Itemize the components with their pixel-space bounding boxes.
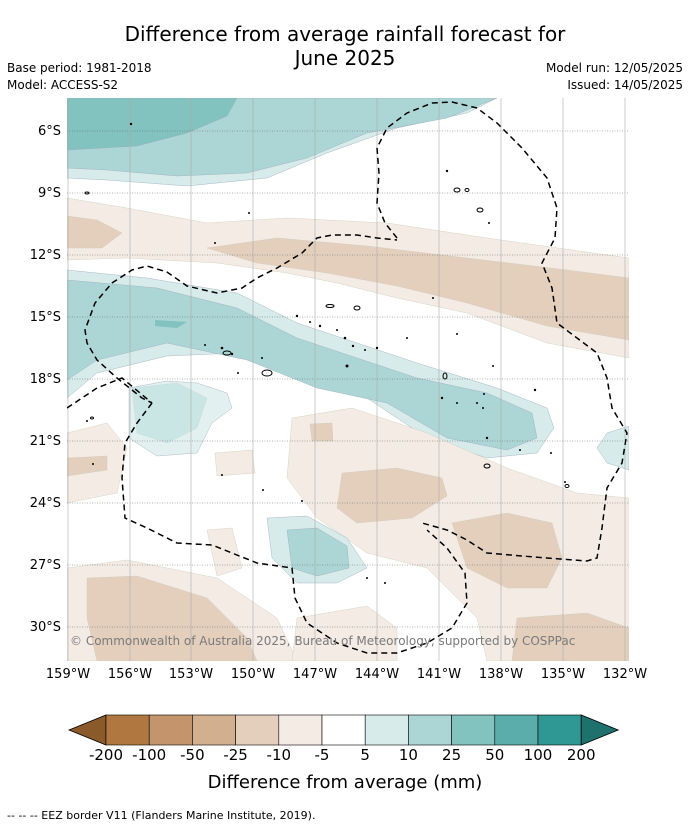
dry-band-north-light [67, 197, 629, 359]
colorbar-cell [537, 714, 582, 746]
colorbar-cell [192, 714, 236, 746]
colorbar-cell [278, 714, 323, 746]
dry-patch-south [291, 605, 398, 661]
rainfall-anomaly-map [67, 98, 629, 661]
colorbar-cell [321, 714, 366, 746]
colorbar-extend-low [67, 714, 107, 746]
dry-patch-northwest [67, 215, 123, 249]
wet-patch-east [596, 425, 629, 471]
lat-label-12s: 12°S [29, 248, 61, 263]
dry-patch-south-central [336, 467, 448, 524]
colorbar-cell [364, 714, 409, 746]
title-line-1: Difference from average rainfall forecas… [124, 22, 566, 46]
colorbar-tick-label: -5 [314, 746, 330, 764]
meta-right: Model run: 12/05/2025 Issued: 14/05/2025 [546, 60, 683, 94]
lon-label-141w: 141°W [416, 667, 462, 682]
lat-label-9s: 9°S [37, 186, 61, 201]
lon-label-135w: 135°W [540, 667, 586, 682]
copyright-notice: © Commonwealth of Australia 2025, Bureau… [70, 634, 576, 648]
colorbar-cell [105, 714, 150, 746]
colorbar-tick-label: 5 [360, 746, 370, 764]
colorbar-tick-label: -100 [132, 746, 167, 764]
lat-label-30s: 30°S [29, 620, 61, 635]
colorbar-cell [235, 714, 280, 746]
colorbar-tick-label: 200 [566, 746, 596, 764]
islands [84, 187, 570, 488]
lat-gridlines [67, 130, 629, 628]
colorbar-tick-label: -10 [266, 746, 292, 764]
lat-label-21s: 21°S [29, 434, 61, 449]
dry-patch-small-3 [309, 422, 334, 442]
lon-label-147w: 147°W [292, 667, 338, 682]
colorbar-extend-high [580, 714, 620, 746]
lat-label-18s: 18°S [29, 372, 61, 387]
model-name: Model: ACCESS-S2 [7, 78, 119, 92]
lat-label-15s: 15°S [29, 310, 61, 325]
dry-patch-small [214, 449, 256, 477]
base-period: Base period: 1981-2018 [7, 61, 152, 75]
colorbar-tick-label: 10 [398, 746, 418, 764]
colorbar [67, 714, 620, 746]
eez-border-north [376, 101, 628, 562]
dry-patch-west-mid [67, 455, 108, 477]
eez-footnote: -- -- -- EEZ border V11 (Flanders Marine… [7, 809, 316, 822]
colorbar-cell [408, 714, 452, 746]
dry-band-north-mid [206, 237, 629, 341]
colorbar-tick-label: -25 [223, 746, 248, 764]
dry-patch-small-2 [206, 527, 243, 577]
lon-label-159w: 159°W [45, 667, 91, 682]
lon-label-132w: 132°W [602, 667, 648, 682]
lon-gridlines [67, 98, 626, 661]
lat-label-6s: 6°S [37, 124, 61, 139]
lon-label-144w: 144°W [354, 667, 400, 682]
map-panel [67, 98, 629, 661]
colorbar-tick-label: 25 [442, 746, 462, 764]
wet-streak [155, 320, 187, 328]
wet-patch-west-light [128, 380, 233, 457]
issued-date: Issued: 14/05/2025 [567, 78, 683, 92]
colorbar-tick-label: 100 [523, 746, 553, 764]
dry-patch-far-southeast [511, 612, 629, 661]
colorbar-title: Difference from average (mm) [207, 772, 483, 793]
lon-label-150w: 150°W [230, 667, 276, 682]
lat-label-27s: 27°S [29, 558, 61, 573]
chart-title: Difference from average rainfall forecas… [0, 22, 690, 70]
lon-label-153w: 153°W [168, 667, 214, 682]
lon-label-138w: 138°W [478, 667, 524, 682]
dry-patch-southeast [451, 512, 563, 589]
lat-label-24s: 24°S [29, 496, 61, 511]
island-dots [86, 122, 566, 584]
title-line-2: June 2025 [294, 46, 396, 70]
meta-left: Base period: 1981-2018 Model: ACCESS-S2 [7, 60, 152, 94]
eez-border-west [121, 402, 468, 654]
colorbar-cell [494, 714, 539, 746]
model-run: Model run: 12/05/2025 [545, 61, 683, 75]
lon-label-156w: 156°W [107, 667, 153, 682]
colorbar-tick-label: 50 [485, 746, 505, 764]
colorbar-cell [451, 714, 496, 746]
colorbar-tick-label: -200 [88, 746, 124, 764]
colorbar-tick-label: -50 [180, 746, 205, 764]
dry-patch-southwest-mid [86, 575, 258, 661]
wet-band-north-strong [67, 98, 238, 151]
eez-border-central [67, 234, 398, 409]
colorbar-cell [148, 714, 193, 746]
